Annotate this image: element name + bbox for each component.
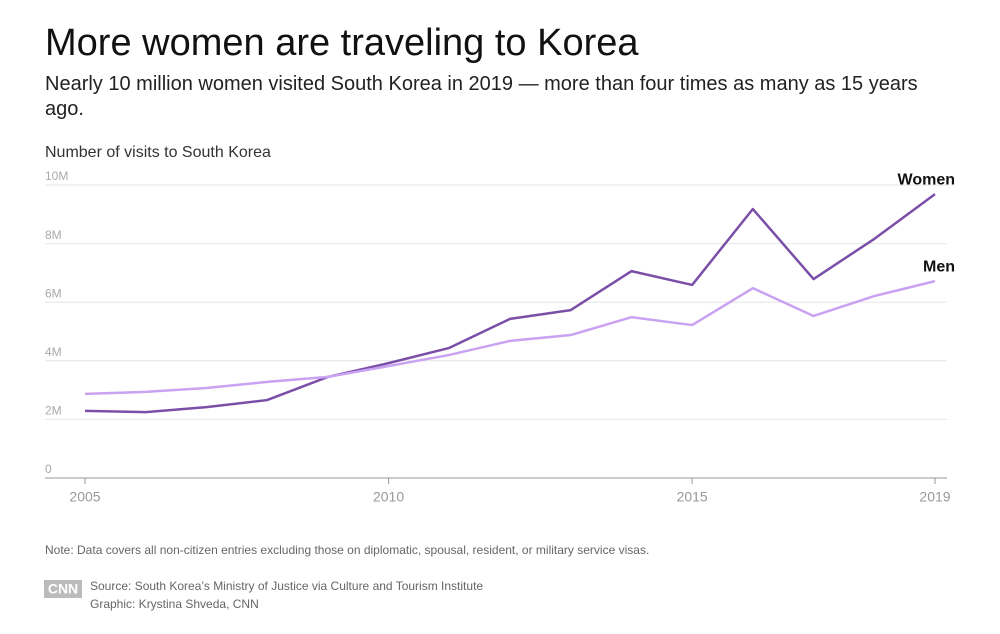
series-line xyxy=(84,279,936,396)
y-tick-label: 4M xyxy=(45,345,62,359)
x-tick-label: 2019 xyxy=(919,489,950,505)
y-tick-label: 8M xyxy=(45,228,62,242)
y-axis-label: Number of visits to South Korea xyxy=(45,144,271,161)
series-line xyxy=(84,193,936,414)
y-tick-label: 6M xyxy=(45,286,62,300)
series-label: Men xyxy=(923,258,955,275)
logo-box xyxy=(44,580,82,598)
x-tick-label: 2010 xyxy=(373,489,404,505)
subtitle: Nearly 10 million women visited South Ko… xyxy=(45,73,918,120)
series-label: Women xyxy=(898,171,955,188)
x-tick-label: 2015 xyxy=(677,489,708,505)
y-tick-label: 0 xyxy=(45,462,52,476)
chart-title: More women are traveling to Korea xyxy=(45,22,639,64)
logo: CNN xyxy=(48,581,78,597)
y-tick-label: 2M xyxy=(45,404,62,418)
y-tick-label: 10M xyxy=(45,169,68,183)
note: Note: Data covers all non-citizen entrie… xyxy=(45,543,649,557)
credit: Graphic: Krystina Shveda, CNN xyxy=(90,597,259,611)
x-tick-label: 2005 xyxy=(69,489,100,505)
source: Source: South Korea’s Ministry of Justic… xyxy=(90,579,483,593)
